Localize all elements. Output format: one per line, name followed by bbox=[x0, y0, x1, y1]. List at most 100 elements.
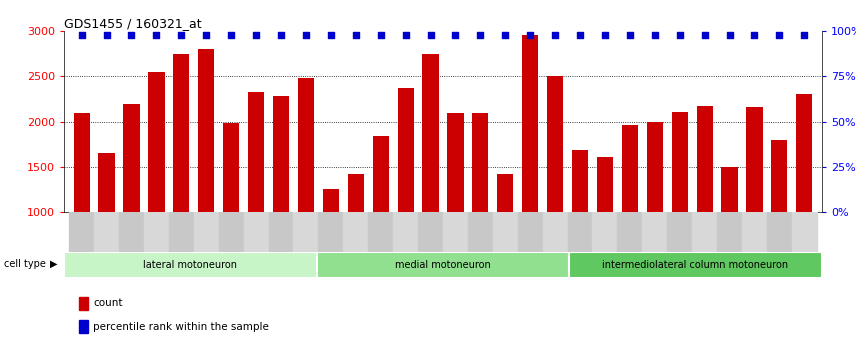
Bar bbox=[522, 35, 538, 212]
Text: medial motoneuron: medial motoneuron bbox=[395, 260, 490, 270]
Point bbox=[722, 32, 736, 37]
Bar bbox=[621, 125, 638, 212]
Point bbox=[299, 32, 312, 37]
Bar bbox=[617, 212, 642, 252]
Bar bbox=[418, 212, 443, 252]
Point bbox=[74, 32, 88, 37]
Point bbox=[274, 32, 288, 37]
Bar bbox=[218, 212, 244, 252]
Bar bbox=[317, 252, 569, 278]
Point bbox=[798, 32, 811, 37]
Bar bbox=[119, 212, 144, 252]
Bar bbox=[493, 212, 518, 252]
Bar bbox=[348, 174, 364, 212]
Bar bbox=[198, 49, 214, 212]
Text: lateral motoneuron: lateral motoneuron bbox=[144, 260, 237, 270]
Bar bbox=[298, 78, 314, 212]
Bar bbox=[547, 76, 563, 212]
Point bbox=[623, 32, 637, 37]
Bar bbox=[448, 112, 464, 212]
Point bbox=[747, 32, 761, 37]
Bar bbox=[393, 212, 418, 252]
Bar bbox=[368, 212, 393, 252]
Point bbox=[224, 32, 238, 37]
Point bbox=[199, 32, 213, 37]
Bar bbox=[646, 122, 663, 212]
Bar bbox=[193, 212, 218, 252]
Bar bbox=[173, 54, 189, 212]
Bar bbox=[80, 297, 88, 310]
Bar bbox=[767, 212, 792, 252]
Bar bbox=[642, 212, 668, 252]
Point bbox=[673, 32, 687, 37]
Bar bbox=[497, 174, 514, 212]
Point bbox=[648, 32, 662, 37]
Point bbox=[498, 32, 512, 37]
Bar bbox=[443, 212, 468, 252]
Bar bbox=[796, 95, 812, 212]
Bar bbox=[323, 189, 339, 212]
Bar bbox=[80, 321, 88, 333]
Point bbox=[374, 32, 388, 37]
Bar bbox=[697, 106, 713, 212]
Point bbox=[773, 32, 787, 37]
Bar bbox=[69, 212, 94, 252]
Bar bbox=[572, 150, 588, 212]
Point bbox=[249, 32, 263, 37]
Point bbox=[150, 32, 163, 37]
Bar bbox=[422, 54, 438, 212]
Bar bbox=[693, 212, 717, 252]
Bar bbox=[64, 252, 317, 278]
Point bbox=[549, 32, 562, 37]
Bar bbox=[568, 212, 592, 252]
Point bbox=[473, 32, 487, 37]
Bar bbox=[244, 212, 269, 252]
Bar bbox=[74, 112, 90, 212]
Point bbox=[175, 32, 188, 37]
Bar bbox=[543, 212, 568, 252]
Point bbox=[574, 32, 587, 37]
Point bbox=[698, 32, 711, 37]
Point bbox=[99, 32, 113, 37]
Bar bbox=[372, 136, 389, 212]
Point bbox=[449, 32, 462, 37]
Bar bbox=[343, 212, 368, 252]
Bar bbox=[269, 212, 294, 252]
Point bbox=[598, 32, 612, 37]
Bar bbox=[746, 107, 763, 212]
Bar bbox=[123, 104, 140, 212]
Bar bbox=[668, 212, 693, 252]
Bar bbox=[672, 112, 688, 212]
Bar bbox=[169, 212, 193, 252]
Text: count: count bbox=[93, 298, 122, 308]
Point bbox=[125, 32, 139, 37]
Bar bbox=[318, 212, 343, 252]
Point bbox=[424, 32, 437, 37]
Bar bbox=[771, 140, 788, 212]
Bar bbox=[248, 92, 265, 212]
Bar bbox=[518, 212, 543, 252]
Point bbox=[349, 32, 363, 37]
Bar bbox=[148, 72, 164, 212]
Text: cell type: cell type bbox=[4, 259, 46, 269]
Bar bbox=[144, 212, 169, 252]
Text: percentile rank within the sample: percentile rank within the sample bbox=[93, 322, 269, 332]
Bar bbox=[792, 212, 817, 252]
Bar bbox=[717, 212, 742, 252]
Bar bbox=[397, 88, 413, 212]
Bar bbox=[94, 212, 119, 252]
Bar bbox=[468, 212, 493, 252]
Bar bbox=[294, 212, 318, 252]
Bar bbox=[592, 212, 617, 252]
Point bbox=[399, 32, 413, 37]
Text: intermediolateral column motoneuron: intermediolateral column motoneuron bbox=[603, 260, 788, 270]
Bar bbox=[98, 153, 115, 212]
Bar bbox=[722, 167, 738, 212]
Bar bbox=[473, 112, 489, 212]
Bar bbox=[569, 252, 822, 278]
Bar bbox=[273, 96, 289, 212]
Bar bbox=[597, 157, 613, 212]
Bar bbox=[223, 124, 240, 212]
Text: ▶: ▶ bbox=[50, 259, 57, 269]
Point bbox=[324, 32, 337, 37]
